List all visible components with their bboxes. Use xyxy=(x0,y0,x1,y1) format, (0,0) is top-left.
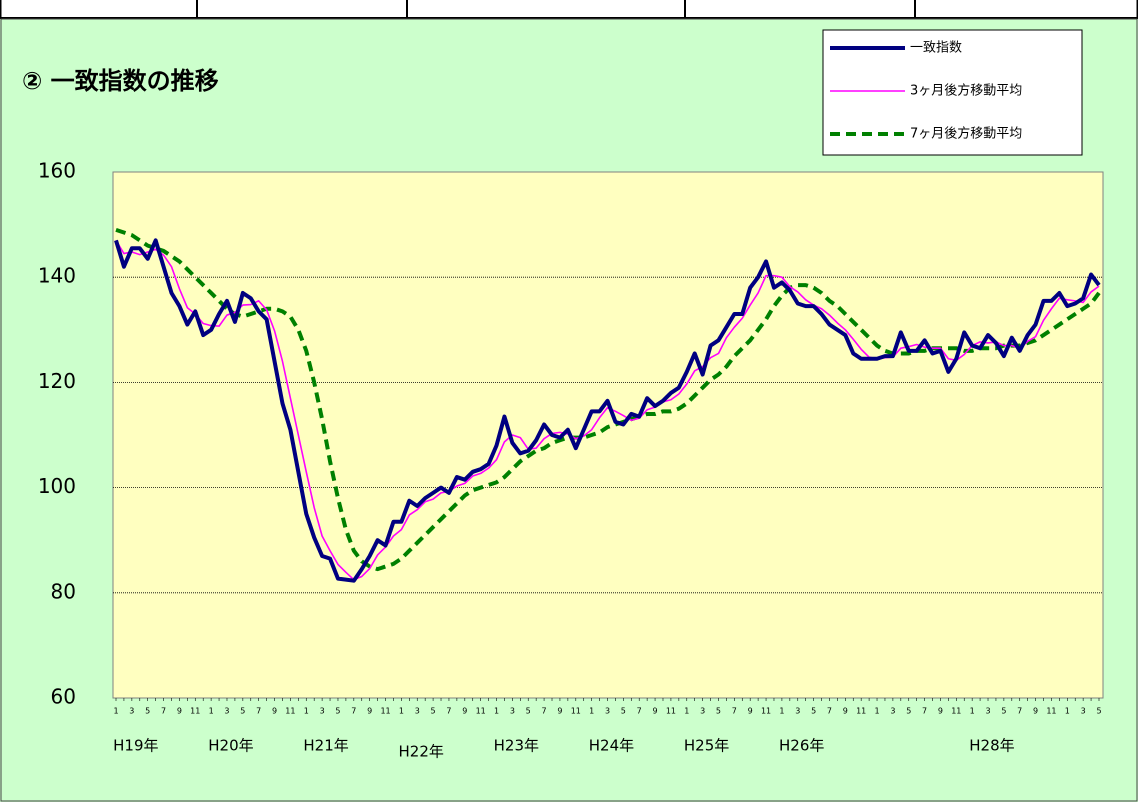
x-tick-label: 7 xyxy=(351,707,356,716)
x-tick-label: 1 xyxy=(399,707,404,716)
x-tick-label: 7 xyxy=(446,707,451,716)
header-strip xyxy=(0,0,1138,19)
series-line xyxy=(115,239,1100,581)
x-tick-label: 9 xyxy=(367,707,372,716)
x-tick-label: 9 xyxy=(653,707,658,716)
x-tick-label: 7 xyxy=(827,707,832,716)
year-label: H26年 xyxy=(779,737,824,755)
x-tick-label: 7 xyxy=(732,707,737,716)
x-tick-label: 1 xyxy=(779,707,784,716)
x-tick-label: 5 xyxy=(335,707,340,716)
x-tick-label: 1 xyxy=(684,707,689,716)
year-label: H25年 xyxy=(684,737,729,755)
x-tick-label: 9 xyxy=(1033,707,1038,716)
x-tick-label: 5 xyxy=(716,707,721,716)
x-tick-label: 7 xyxy=(542,707,547,716)
x-tick-label: 3 xyxy=(985,707,990,716)
y-tick-label: 60 xyxy=(51,685,76,709)
x-tick-label: 9 xyxy=(272,707,277,716)
x-tick-label: 11 xyxy=(285,707,295,716)
x-tick-label: 5 xyxy=(431,707,436,716)
x-tick-label: 11 xyxy=(571,707,581,716)
x-tick-label: 3 xyxy=(605,707,610,716)
x-tick-label: 7 xyxy=(637,707,642,716)
x-tick-label: 7 xyxy=(161,707,166,716)
x-tick-label: 1 xyxy=(1065,707,1070,716)
x-tick-label: 11 xyxy=(1046,707,1056,716)
legend-label: 7ヶ月後方移動平均 xyxy=(910,126,1022,142)
x-tick-label: 11 xyxy=(380,707,390,716)
x-tick-label: 3 xyxy=(320,707,325,716)
x-tick-label: 1 xyxy=(970,707,975,716)
year-label: H20年 xyxy=(208,737,253,755)
chart-title: ② 一致指数の推移 xyxy=(22,67,219,95)
year-label: H23年 xyxy=(494,737,539,755)
x-tick-label: 11 xyxy=(666,707,676,716)
x-tick-label: 11 xyxy=(951,707,961,716)
plot-area xyxy=(112,171,1104,699)
x-tick-label: 5 xyxy=(621,707,626,716)
x-tick-label: 11 xyxy=(761,707,771,716)
x-tick-label: 9 xyxy=(557,707,562,716)
x-tick-label: 5 xyxy=(526,707,531,716)
x-tick-label: 3 xyxy=(510,707,515,716)
x-tick-label: 3 xyxy=(795,707,800,716)
x-tick-label: 9 xyxy=(177,707,182,716)
x-tick-label: 9 xyxy=(462,707,467,716)
frame xyxy=(0,18,1138,802)
year-label: H21年 xyxy=(303,737,348,755)
y-tick-label: 100 xyxy=(38,474,76,498)
x-tick-label: 1 xyxy=(589,707,594,716)
x-tick-label: 5 xyxy=(1001,707,1006,716)
x-tick-label: 3 xyxy=(1081,707,1086,716)
x-tick-label: 3 xyxy=(415,707,420,716)
x-tick-label: 5 xyxy=(145,707,150,716)
x-tick-label: 3 xyxy=(129,707,134,716)
x-tick-label: 1 xyxy=(494,707,499,716)
x-tick-label: 5 xyxy=(240,707,245,716)
x-tick-label: 9 xyxy=(843,707,848,716)
x-tick-label: 1 xyxy=(874,707,879,716)
legend-label: 3ヶ月後方移動平均 xyxy=(910,83,1022,99)
x-tick-label: 5 xyxy=(1096,707,1101,716)
y-tick-label: 120 xyxy=(38,369,76,393)
year-label: H28年 xyxy=(969,737,1014,755)
y-tick-label: 80 xyxy=(51,579,76,603)
x-tick-label: 1 xyxy=(113,707,118,716)
grid xyxy=(113,276,1103,701)
year-label: H22年 xyxy=(399,743,444,761)
legend-label: 一致指数 xyxy=(910,41,962,56)
x-tick-label: 3 xyxy=(890,707,895,716)
x-tick-label: 11 xyxy=(190,707,200,716)
x-tick-label: 1 xyxy=(304,707,309,716)
x-tick-label: 3 xyxy=(700,707,705,716)
year-label: H19年 xyxy=(113,737,158,755)
year-label: H24年 xyxy=(589,737,634,755)
x-tick-label: 5 xyxy=(906,707,911,716)
x-tick-label: 7 xyxy=(922,707,927,716)
x-tick-label: 11 xyxy=(856,707,866,716)
lines xyxy=(114,227,1101,583)
x-tick-label: 7 xyxy=(1017,707,1022,716)
x-tick-label: 11 xyxy=(476,707,486,716)
x-tick-label: 9 xyxy=(938,707,943,716)
legend-entries: 一致指数 3ヶ月後方移動平均 7ヶ月後方移動平均 xyxy=(830,41,1022,142)
y-tick-label: 160 xyxy=(38,159,76,183)
x-tick-label: 5 xyxy=(811,707,816,716)
y-tick-label: 140 xyxy=(38,264,76,288)
x-tick-label: 3 xyxy=(224,707,229,716)
x-tick-label: 1 xyxy=(209,707,214,716)
series-line xyxy=(114,238,1101,583)
x-tick-label: 9 xyxy=(748,707,753,716)
x-tick-label: 7 xyxy=(256,707,261,716)
